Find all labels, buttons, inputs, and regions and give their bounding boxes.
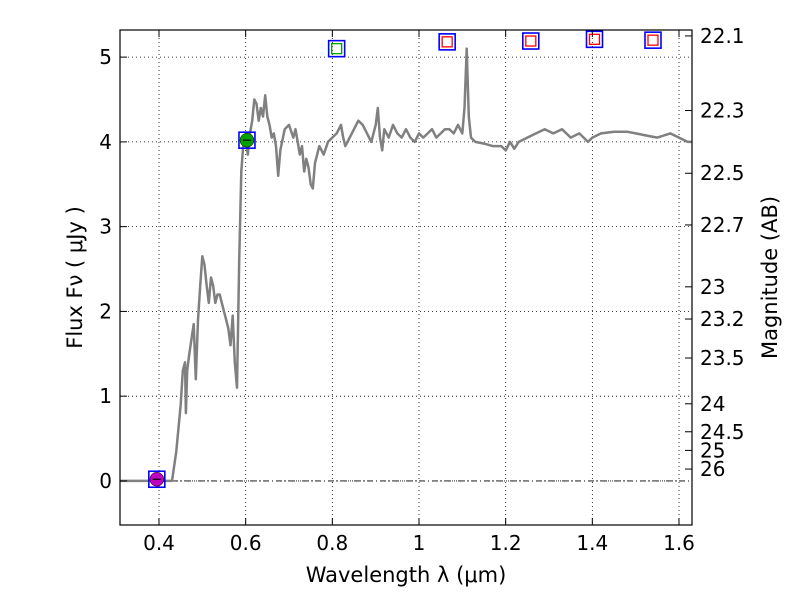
y-tick-label: 5 bbox=[99, 45, 112, 69]
x-tick-label: 0.8 bbox=[316, 531, 348, 555]
y-tick-label: 1 bbox=[99, 384, 112, 408]
photometry-box bbox=[521, 32, 540, 50]
photometry-box bbox=[238, 131, 256, 149]
upper-limit-marker bbox=[525, 35, 537, 47]
x-tick-label: 0.6 bbox=[230, 531, 262, 555]
y2-tick-label: 22.5 bbox=[700, 161, 745, 185]
upper-limit-marker bbox=[331, 42, 343, 55]
x-axis-ticks: 0.4 0.6 0.8 1 1.2 1.4 1.6 bbox=[143, 30, 695, 555]
y2-tick-label: 24 bbox=[700, 392, 725, 416]
photometry-markers bbox=[148, 30, 662, 489]
y2-tick-label: 26 bbox=[700, 457, 725, 481]
photometry-box bbox=[644, 31, 662, 49]
y2-tick-label: 23 bbox=[700, 275, 725, 299]
upper-limit-marker bbox=[441, 36, 453, 48]
plot-frame bbox=[119, 29, 693, 526]
sed-spectrum-line bbox=[120, 47, 692, 483]
y-tick-label: 4 bbox=[99, 130, 112, 154]
upper-limit-marker bbox=[647, 34, 659, 46]
series-layer bbox=[120, 47, 692, 483]
y2-tick-label: 22.7 bbox=[700, 213, 745, 237]
y2-axis-label: Magnitude (AB) bbox=[758, 196, 782, 359]
y2-tick-label: 23.2 bbox=[700, 307, 745, 331]
y2-tick-label: 22.3 bbox=[700, 99, 745, 123]
y2-tick-label: 22.1 bbox=[700, 24, 745, 48]
y-tick-label: 0 bbox=[99, 469, 112, 493]
x-tick-label: 0.4 bbox=[143, 531, 175, 555]
photometry-box bbox=[438, 33, 456, 51]
x-axis-label: Wavelength λ (μm) bbox=[306, 563, 507, 587]
y-tick-label: 2 bbox=[99, 299, 112, 323]
photometry-box bbox=[148, 470, 166, 489]
x-tick-label: 1.6 bbox=[663, 531, 695, 555]
y-axis-label: Flux Fν ( μJy ) bbox=[63, 206, 87, 349]
upper-limit-marker bbox=[588, 33, 601, 45]
photometry-box bbox=[327, 39, 346, 58]
x-tick-label: 1.2 bbox=[490, 531, 522, 555]
y2-tick-label: 25 bbox=[700, 438, 725, 462]
photometry-box bbox=[585, 30, 604, 49]
y-tick-label: 3 bbox=[99, 215, 112, 239]
y-axis-ticks: 0 1 2 3 4 5 bbox=[99, 45, 127, 493]
y2-tick-label: 24.5 bbox=[700, 420, 745, 444]
grid-lines bbox=[120, 30, 692, 525]
x-tick-label: 1 bbox=[413, 531, 426, 555]
x-tick-label: 1.4 bbox=[576, 531, 608, 555]
y2-tick-label: 23.5 bbox=[700, 346, 745, 370]
